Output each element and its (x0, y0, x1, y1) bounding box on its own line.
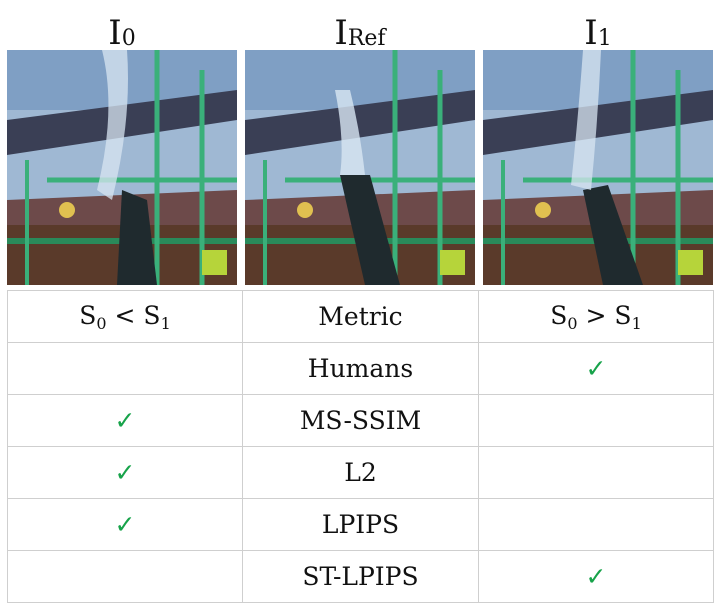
table-row: ST-LPIPS ✓ (7, 550, 714, 603)
metric-name: Humans (242, 342, 479, 395)
photo-i1 (483, 50, 713, 285)
header-s0-less-s1: S0 < S1 (7, 290, 243, 343)
metric-name: L2 (242, 446, 479, 499)
metric-name: LPIPS (242, 498, 479, 551)
header-metric: Metric (242, 290, 479, 343)
table-header-row: S0 < S1 Metric S0 > S1 (7, 290, 714, 343)
table-row: ✓ LPIPS (7, 498, 714, 551)
check-cell-left (7, 550, 243, 603)
check-cell-right (478, 446, 714, 499)
header-s0-greater-s1: S0 > S1 (478, 290, 714, 343)
table-row: Humans ✓ (7, 342, 714, 395)
table-row: ✓ MS-SSIM (7, 394, 714, 447)
photo-i0 (7, 50, 237, 285)
check-cell-right: ✓ (478, 342, 714, 395)
check-cell-left: ✓ (7, 394, 243, 447)
check-cell-right (478, 394, 714, 447)
check-cell-left: ✓ (7, 498, 243, 551)
check-cell-right (478, 498, 714, 551)
metrics-table: S0 < S1 Metric S0 > S1 Humans ✓ ✓ MS-SSI… (7, 290, 714, 603)
table-row: ✓ L2 (7, 446, 714, 499)
check-cell-right: ✓ (478, 550, 714, 603)
image-label-iref: I Ref (334, 13, 386, 53)
check-cell-left (7, 342, 243, 395)
photo-iref (245, 50, 475, 285)
metric-name: ST-LPIPS (242, 550, 479, 603)
check-cell-left: ✓ (7, 446, 243, 499)
metric-name: MS-SSIM (242, 394, 479, 447)
